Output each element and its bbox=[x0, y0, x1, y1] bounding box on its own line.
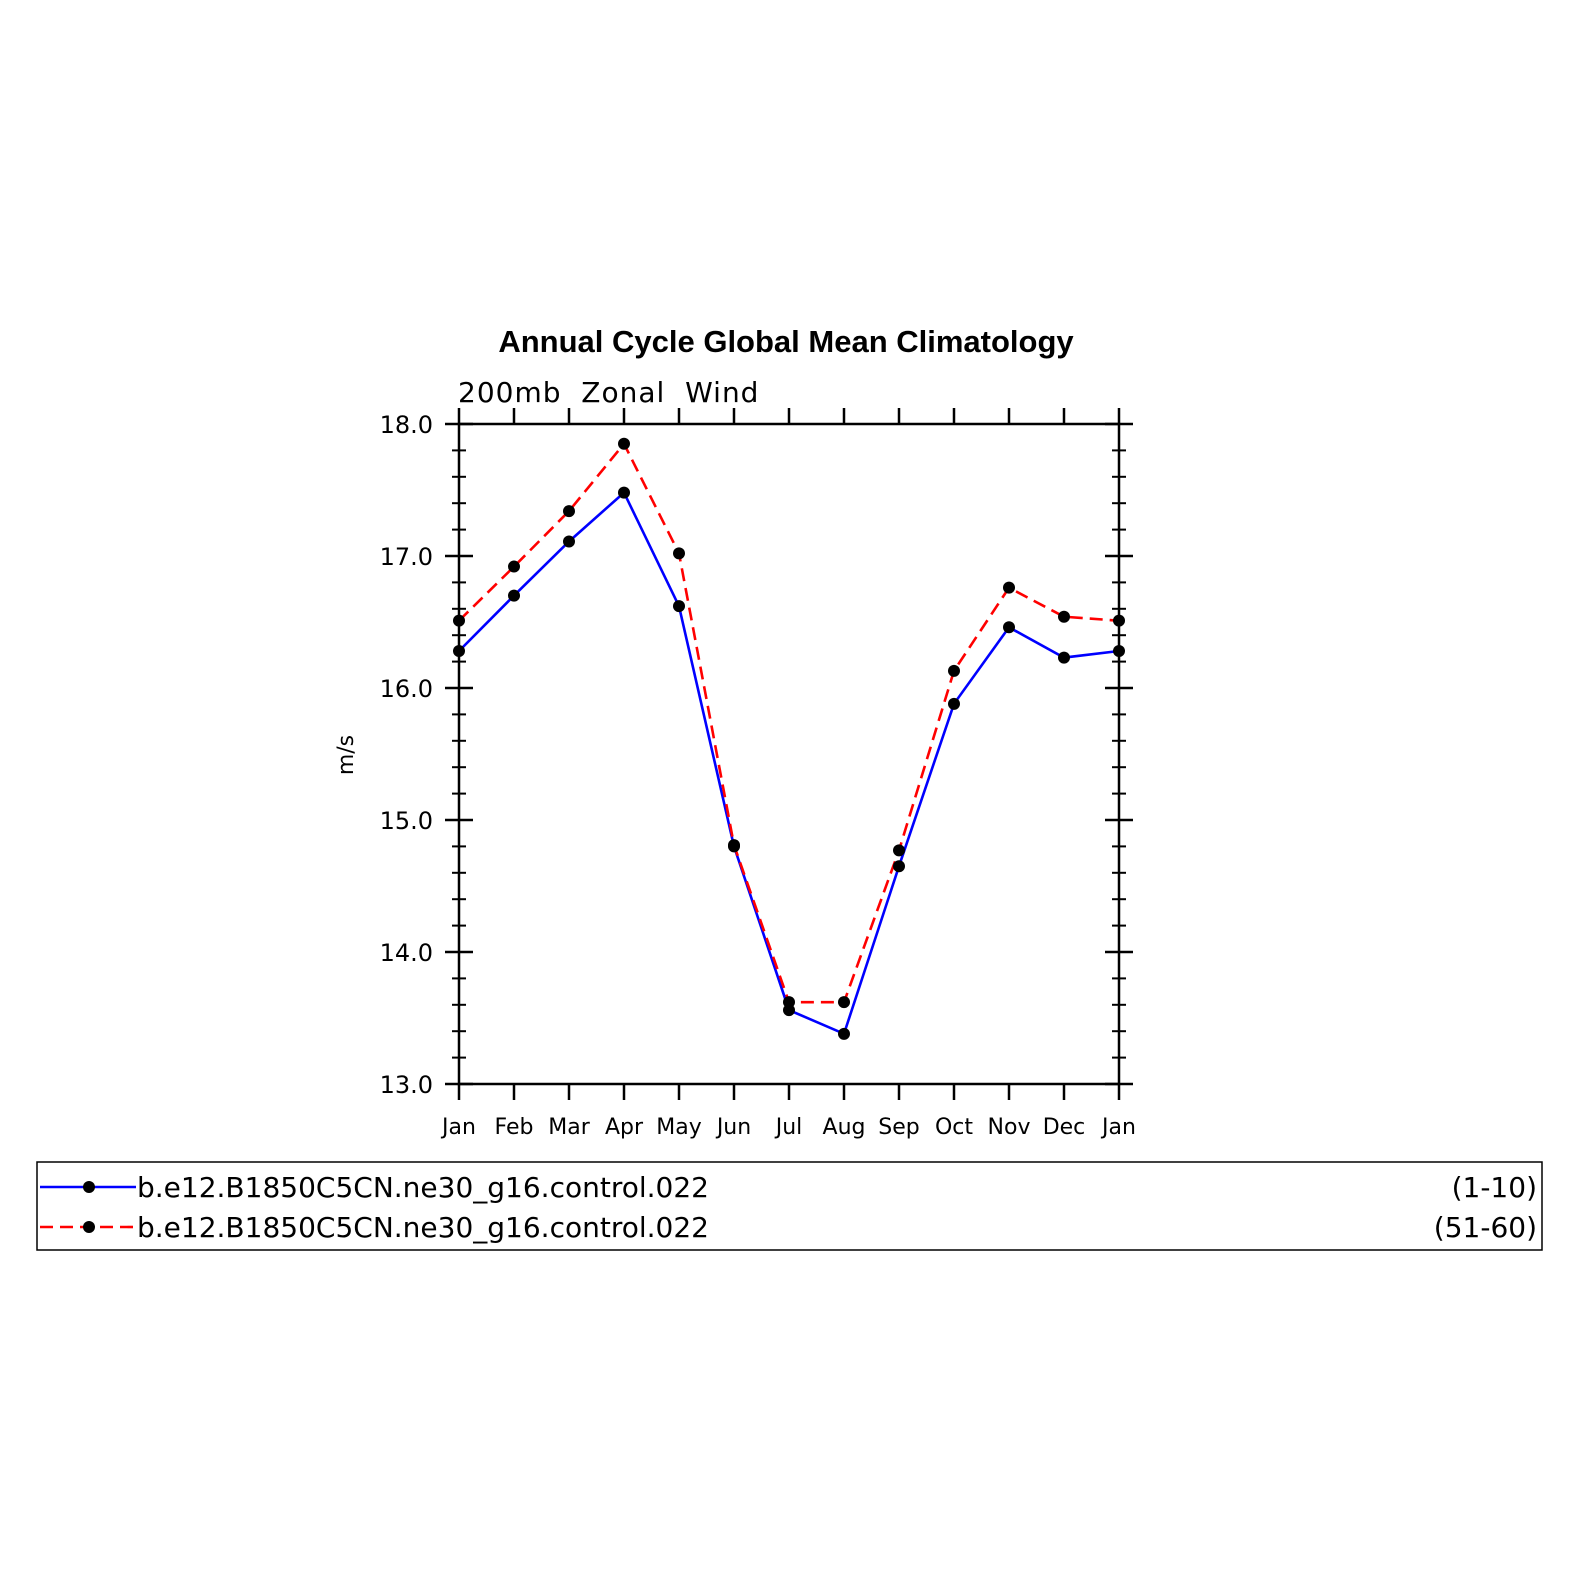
data-point-s2 bbox=[1003, 581, 1015, 594]
data-point-s1 bbox=[948, 697, 960, 710]
data-point-s2 bbox=[673, 547, 685, 560]
x-tick-label: Jul bbox=[774, 1115, 803, 1140]
legend: b.e12.B1850C5CN.ne30_g16.control.022 (1-1… bbox=[36, 1161, 1543, 1251]
x-tick-label: Jun bbox=[715, 1115, 751, 1140]
y-axis-label: m/s bbox=[334, 735, 359, 775]
x-tick-label: Nov bbox=[988, 1115, 1031, 1140]
data-point-s2 bbox=[508, 560, 520, 573]
y-tick-label: 17.0 bbox=[380, 543, 433, 571]
x-tick-label: Jan bbox=[1100, 1115, 1136, 1140]
y-tick-label: 13.0 bbox=[380, 1071, 433, 1099]
data-point-s1 bbox=[1058, 651, 1070, 664]
data-point-s2 bbox=[1113, 614, 1125, 627]
y-tick-label: 15.0 bbox=[380, 807, 433, 835]
data-point-s2 bbox=[563, 505, 575, 518]
data-point-s2 bbox=[783, 996, 795, 1009]
data-point-s1 bbox=[563, 535, 575, 548]
data-point-s1 bbox=[618, 486, 630, 499]
x-tick-label: May bbox=[656, 1115, 701, 1140]
data-point-s2 bbox=[453, 614, 465, 627]
data-point-s2 bbox=[838, 996, 850, 1009]
data-point-s2 bbox=[728, 839, 740, 852]
x-tick-label: Mar bbox=[548, 1115, 590, 1140]
y-tick-label: 16.0 bbox=[380, 675, 433, 703]
legend-marker-1 bbox=[83, 1181, 95, 1193]
y-tick-label: 14.0 bbox=[380, 939, 433, 967]
x-tick-label: Feb bbox=[495, 1115, 534, 1140]
data-point-s1 bbox=[1113, 645, 1125, 658]
data-point-s1 bbox=[1003, 621, 1015, 634]
legend-years-2: (51-60) bbox=[1434, 1211, 1537, 1244]
chart-title: Annual Cycle Global Mean Climatology bbox=[498, 324, 1074, 359]
legend-years-1: (1-10) bbox=[1452, 1171, 1537, 1204]
x-tick-label: Apr bbox=[605, 1115, 644, 1140]
legend-box bbox=[36, 1161, 1543, 1251]
x-tick-label: Oct bbox=[935, 1115, 973, 1140]
data-point-s2 bbox=[618, 437, 630, 450]
legend-series-name-1: b.e12.B1850C5CN.ne30_g16.control.022 bbox=[137, 1171, 709, 1204]
data-point-s2 bbox=[1058, 610, 1070, 623]
x-tick-label: Aug bbox=[823, 1115, 866, 1140]
data-point-s1 bbox=[453, 645, 465, 658]
data-point-s1 bbox=[673, 600, 685, 613]
data-point-s1 bbox=[838, 1027, 850, 1040]
series-layer bbox=[453, 437, 1125, 1040]
data-point-s1 bbox=[893, 860, 905, 873]
y-tick-label: 18.0 bbox=[380, 411, 433, 439]
data-point-s1 bbox=[508, 589, 520, 602]
chart-subtitle: 200mb Zonal Wind bbox=[458, 376, 759, 409]
x-tick-label: Dec bbox=[1043, 1115, 1086, 1140]
legend-series-name-2: b.e12.B1850C5CN.ne30_g16.control.022 bbox=[137, 1211, 709, 1244]
legend-marker-2 bbox=[83, 1221, 95, 1233]
plot-frame bbox=[457, 422, 1121, 1086]
data-point-s2 bbox=[893, 844, 905, 857]
x-tick-label: Jan bbox=[440, 1115, 476, 1140]
series-line-2 bbox=[458, 441, 1120, 1004]
axis-ticks: 13.0 14.0 15.0 16.0 17.0 18.0 Jan Feb Mar Apr May J… bbox=[380, 408, 1136, 1140]
series-line-1 bbox=[458, 490, 1120, 1036]
x-tick-label: Sep bbox=[878, 1115, 919, 1140]
data-point-s2 bbox=[948, 664, 960, 677]
